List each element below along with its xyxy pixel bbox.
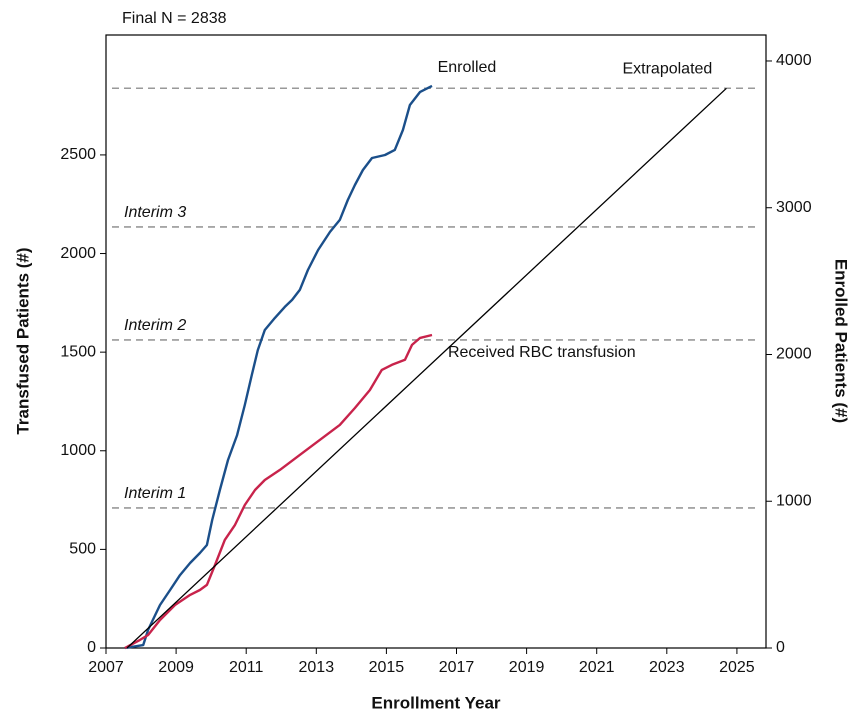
x-axis-title: Enrollment Year <box>371 693 501 712</box>
y2-tick-label: 3000 <box>776 199 812 216</box>
x-tick-label: 2023 <box>649 659 685 676</box>
x-tick-label: 2015 <box>369 659 405 676</box>
x-tick-label: 2019 <box>509 659 545 676</box>
y2-tick-label: 2000 <box>776 346 812 363</box>
y-tick-label: 500 <box>69 541 96 558</box>
plot-frame <box>105 34 767 649</box>
series-line <box>126 87 727 649</box>
y-tick-label: 0 <box>87 639 96 656</box>
y-tick-label: 2000 <box>60 245 96 262</box>
y-axis-title: Transfused Patients (#) <box>13 247 32 434</box>
y2-tick-label: 0 <box>776 639 785 656</box>
x-tick-label: 2021 <box>579 659 615 676</box>
x-tick-label: 2025 <box>719 659 755 676</box>
y2-axis-title: Enrolled Patients (#) <box>832 259 851 423</box>
series-line <box>124 84 433 650</box>
y-tick-label: 2500 <box>60 146 96 163</box>
x-tick-label: 2011 <box>229 659 264 676</box>
reference-label: Interim 1 <box>124 485 186 502</box>
reference-label: Interim 3 <box>124 204 186 221</box>
y2-tick-label: 4000 <box>776 52 812 69</box>
annotation: Final N = 2838 <box>122 10 227 27</box>
y-tick-label: 1000 <box>60 442 96 459</box>
series-label: Enrolled <box>438 59 497 76</box>
series-label: Extrapolated <box>622 60 712 77</box>
reference-label: Interim 2 <box>124 317 186 334</box>
x-tick-label: 2017 <box>439 659 475 676</box>
x-tick-label: 2009 <box>158 659 194 676</box>
y-tick-label: 1500 <box>60 343 96 360</box>
series-label: Received RBC transfusion <box>448 344 636 361</box>
x-tick-label: 2007 <box>88 659 124 676</box>
y2-tick-label: 1000 <box>776 492 812 509</box>
series-line <box>124 333 433 650</box>
x-tick-label: 2013 <box>299 659 335 676</box>
